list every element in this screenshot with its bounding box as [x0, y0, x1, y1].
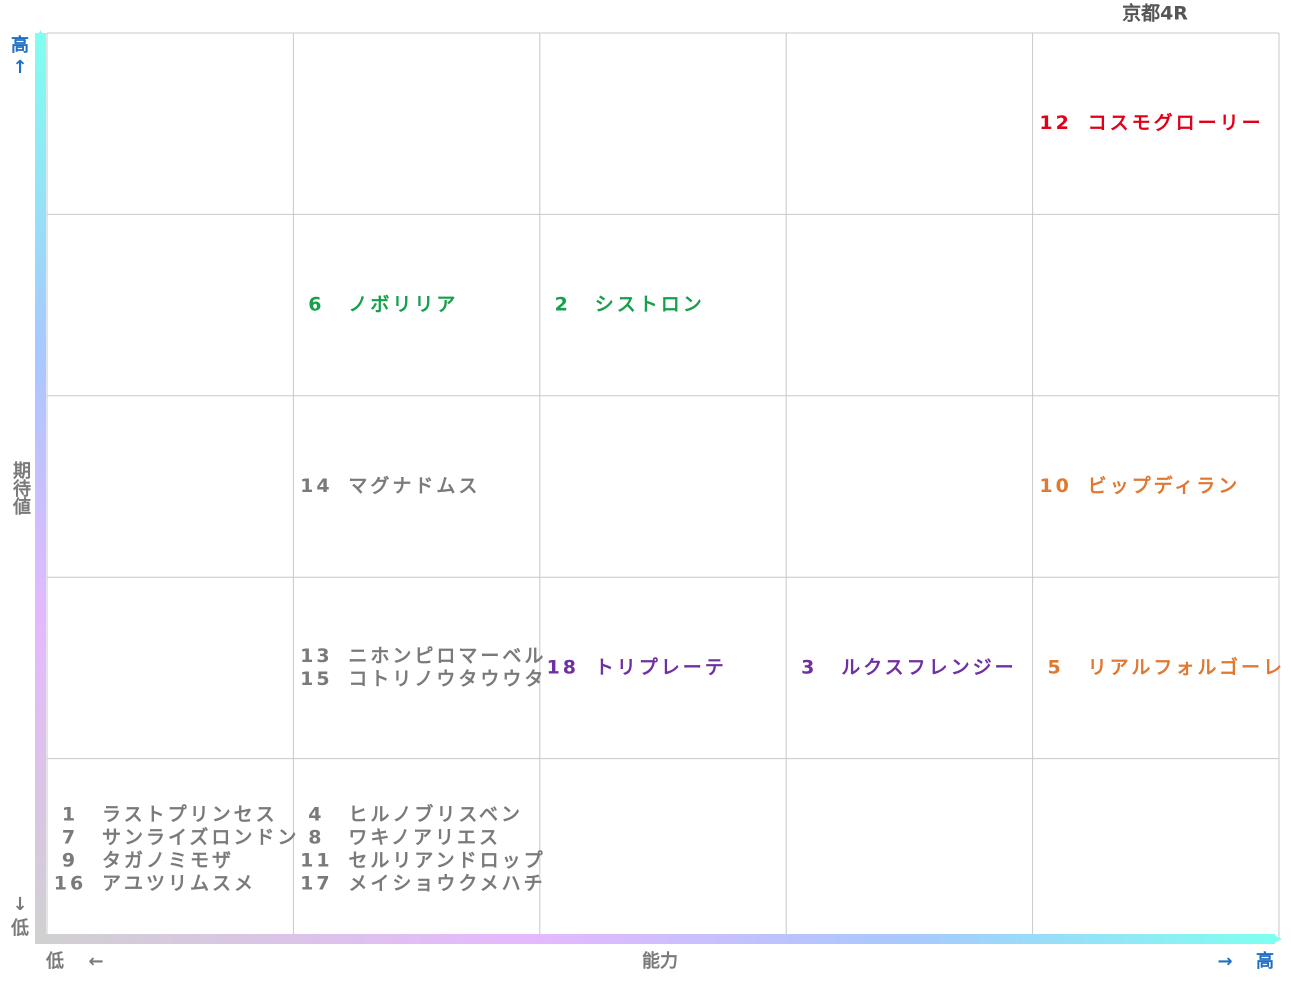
y-high: 高 [11, 34, 29, 56]
entry-number: 1 [62, 803, 78, 825]
entry-name: リアルフォルゴーレ [1088, 655, 1285, 678]
entry-name: ルクスフレンジー [841, 656, 1016, 678]
entry-name: メイショウクメハチ [348, 872, 545, 894]
entry-number: 11 [300, 849, 332, 871]
y-low: 低 [10, 917, 29, 939]
x-low-arrow: ← [88, 951, 103, 972]
entry-number: 2 [555, 294, 571, 316]
entry-number: 9 [62, 849, 78, 871]
title: 京都4R [1122, 2, 1188, 25]
entry-name: コスモグローリー [1088, 111, 1264, 134]
entry-name: シストロン [595, 294, 705, 316]
x-axis-head [1272, 934, 1282, 944]
x-low: 低 [45, 950, 64, 972]
y-axis-head [35, 30, 46, 40]
entry-number: 16 [54, 872, 86, 894]
y-low-arrow: ↓ [12, 894, 27, 915]
entry-name: セルリアンドロップ [348, 848, 545, 871]
entry-name: ニホンピロマーベル [348, 645, 546, 667]
entry-name: ヒルノブリスベン [348, 802, 523, 825]
entry-name: タガノミモザ [102, 849, 234, 871]
entry-number: 18 [547, 656, 579, 678]
entry-number: 5 [1047, 656, 1063, 678]
x-label: 能力 [642, 950, 678, 972]
x-high-arrow: → [1217, 951, 1232, 972]
entry-number: 3 [801, 656, 817, 678]
entry-name: ノボリリア [348, 294, 458, 316]
entry-name: ビップディラン [1088, 474, 1241, 497]
entry-name: ワキノアリエス [348, 826, 501, 848]
entry-number: 6 [308, 294, 324, 316]
y-axis-bar [35, 33, 46, 943]
entry-name: マグナドムス [348, 474, 480, 497]
entry-number: 7 [62, 826, 78, 848]
entry-name: コトリノウタウウタ [348, 668, 546, 690]
entry-name: アユツリムスメ [102, 872, 256, 894]
y-label: 期待値 [10, 461, 32, 516]
x-high: 高 [1256, 950, 1274, 972]
x-axis-bar [35, 934, 1275, 944]
entry-number: 4 [308, 803, 324, 825]
entry-number: 10 [1039, 475, 1071, 497]
entry-number: 13 [300, 645, 332, 667]
entry-name: ラストプリンセス [102, 802, 278, 825]
entry-number: 14 [300, 475, 332, 497]
entry-number: 8 [308, 826, 324, 848]
entry-name: サンライズロンドン [102, 825, 299, 848]
entry-number: 17 [300, 872, 332, 894]
entry-number: 15 [300, 668, 332, 690]
y-high-arrow: ↑ [12, 57, 27, 78]
entry-name: トリプレーテ [595, 655, 727, 678]
entry-number: 12 [1039, 112, 1071, 134]
